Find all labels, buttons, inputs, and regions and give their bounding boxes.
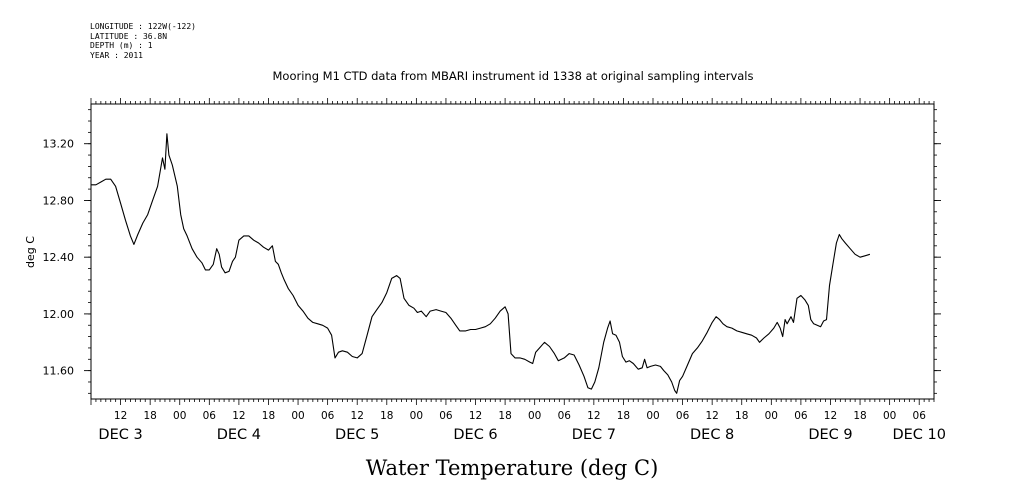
x-tick-label: 12	[232, 410, 245, 422]
x-tick-label: 00	[646, 410, 659, 422]
chart-title: Mooring M1 CTD data from MBARI instrumen…	[273, 69, 754, 83]
x-tick-label: 06	[558, 410, 572, 422]
y-tick-label: 12.00	[43, 308, 75, 321]
x-tick-label: 12	[587, 410, 600, 422]
day-label: DEC 9	[808, 427, 852, 443]
x-tick-label: 00	[528, 410, 541, 422]
latitude-text: LATITUDE : 36.8N	[90, 31, 168, 41]
x-tick-label: 06	[203, 410, 217, 422]
year-text: YEAR : 2011	[90, 50, 143, 60]
y-tick-label: 13.20	[43, 138, 75, 151]
y-axis-label: deg C	[24, 236, 37, 268]
x-tick-label: 00	[883, 410, 896, 422]
x-axis-label: Water Temperature (deg C)	[366, 456, 659, 480]
day-label: DEC 4	[217, 427, 261, 443]
x-tick-label: 18	[143, 410, 156, 422]
y-tick-label: 12.80	[43, 194, 75, 207]
x-tick-label: 18	[735, 410, 748, 422]
metadata-block: LONGITUDE : 122W(-122) LATITUDE : 36.8N …	[90, 22, 196, 60]
plot-frame	[90, 103, 935, 400]
depth-text: DEPTH (m) : 1	[90, 41, 153, 50]
x-tick-label: 06	[439, 410, 453, 422]
day-label: DEC 8	[690, 427, 734, 443]
x-tick-label: 00	[291, 410, 304, 422]
x-tick-label: 18	[498, 410, 511, 422]
x-tick-labels: 12 18 00 06 12 18 00 06 12 18 00 06 12 18 00 06 12 18 00 06…	[114, 410, 926, 422]
longitude-text: LONGITUDE : 122W(-122)	[90, 22, 196, 31]
axis-ticks	[84, 98, 941, 405]
x-tick-label: 12	[114, 410, 127, 422]
x-tick-label: 06	[913, 410, 927, 422]
x-tick-label: 18	[617, 410, 630, 422]
x-tick-label: 06	[321, 410, 335, 422]
x-tick-label: 12	[705, 410, 718, 422]
x-tick-label: 12	[351, 410, 364, 422]
y-tick-label: 11.60	[43, 365, 75, 378]
day-label: DEC 6	[453, 427, 497, 443]
day-label: DEC 7	[572, 427, 616, 443]
day-labels: DEC 3 DEC 4 DEC 5 DEC 6 DEC 7 DEC 8 DEC 9 DEC 1…	[98, 427, 946, 443]
day-label: DEC 5	[335, 427, 379, 443]
y-tick-labels: 11.60 12.00 12.40 12.80 13.20	[43, 138, 75, 378]
x-tick-label: 18	[853, 410, 866, 422]
x-tick-label: 18	[380, 410, 393, 422]
x-tick-label: 00	[410, 410, 423, 422]
y-tick-label: 12.40	[43, 251, 75, 264]
day-label: DEC 10	[892, 427, 946, 443]
x-tick-label: 00	[173, 410, 186, 422]
x-tick-label: 06	[794, 410, 808, 422]
day-label: DEC 3	[98, 427, 142, 443]
temperature-series-line	[91, 133, 871, 394]
x-tick-label: 12	[824, 410, 837, 422]
x-tick-label: 12	[469, 410, 482, 422]
x-tick-label: 06	[676, 410, 690, 422]
x-tick-label: 18	[262, 410, 275, 422]
x-tick-label: 00	[765, 410, 778, 422]
